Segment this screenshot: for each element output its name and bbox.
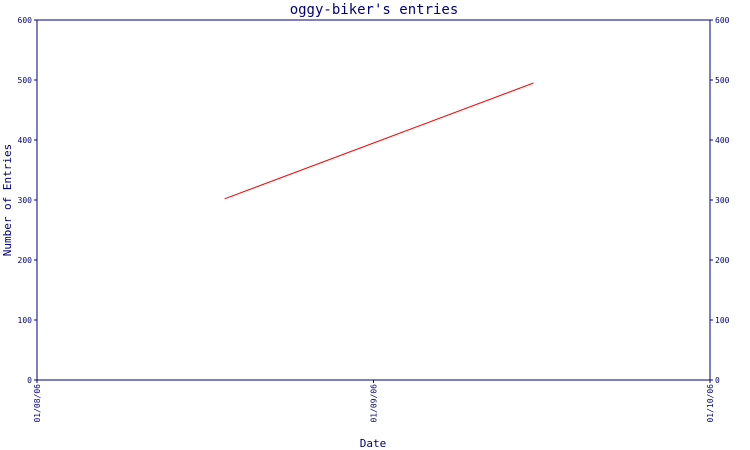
- chart-title: oggy-biker's entries: [290, 2, 459, 18]
- y-axis-title: Number of Entries: [1, 144, 14, 257]
- y-tick-label-left: 0: [27, 376, 32, 385]
- y-tick-label-left: 200: [18, 256, 33, 265]
- x-axis-title: Date: [360, 437, 387, 450]
- x-tick-label: 01/09/06: [370, 384, 379, 423]
- x-ticks: 01/08/06 01/09/06 01/10/06: [33, 380, 715, 423]
- y-tick-label-right: 600: [715, 16, 730, 25]
- y-tick-label-left: 600: [18, 16, 33, 25]
- y-tick-label-left: 300: [18, 196, 33, 205]
- y-tick-label-right: 400: [715, 136, 730, 145]
- plot-frame: [36, 19, 711, 381]
- y-tick-label-left: 500: [18, 76, 33, 85]
- y-tick-label-right: 500: [715, 76, 730, 85]
- y-tick-label-right: 100: [715, 316, 730, 325]
- series-line: [224, 82, 534, 200]
- series-layer: [224, 82, 534, 200]
- x-tick-label: 01/10/06: [706, 384, 715, 423]
- y-tick-label-left: 400: [18, 136, 33, 145]
- y-ticks-right: 0 100 200 300 400 500 600: [710, 16, 730, 385]
- x-tick-label: 01/08/06: [33, 384, 42, 423]
- y-tick-label-right: 300: [715, 196, 730, 205]
- y-tick-label-left: 100: [18, 316, 33, 325]
- y-ticks-left: 0 100 200 300 400 500 600: [18, 16, 37, 385]
- y-tick-label-right: 200: [715, 256, 730, 265]
- y-tick-label-right: 0: [715, 376, 720, 385]
